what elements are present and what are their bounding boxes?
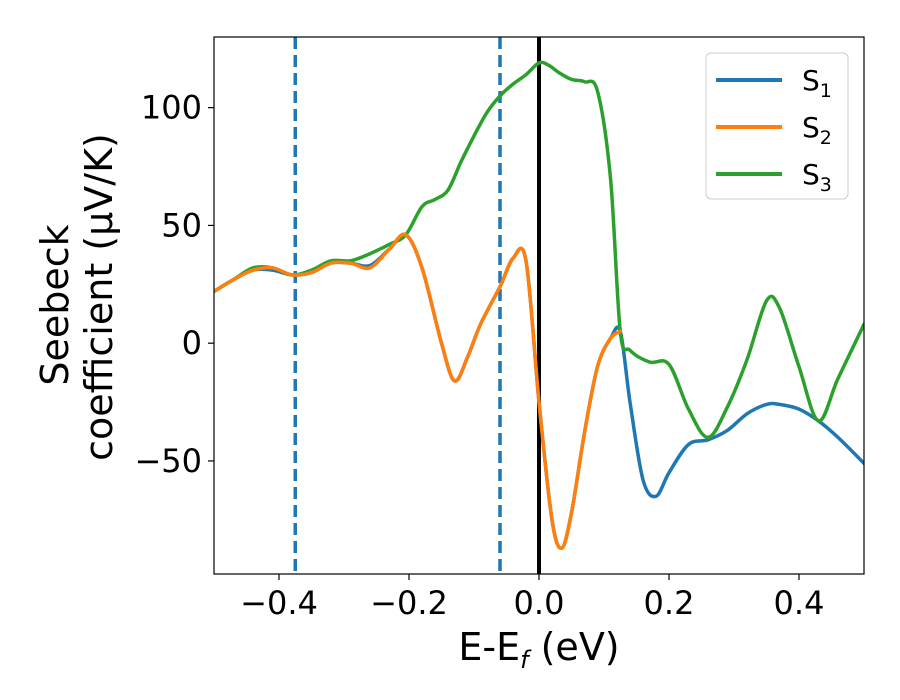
series-line-s2 [214, 232, 623, 550]
y-axis-ticks: −50 0 50 100 [134, 89, 214, 480]
y-tick-label: 50 [161, 206, 202, 244]
y-axis-label-line2: coefficient (μV/K) [77, 133, 121, 461]
legend-label-s3: S3 [802, 158, 832, 196]
x-tick-label: 0.4 [774, 584, 825, 622]
x-tick-label: −0.2 [370, 584, 448, 622]
y-axis-label-line1: Seebeck [33, 224, 77, 385]
x-tick-label: 0.0 [514, 584, 565, 622]
y-tick-label: −50 [134, 442, 202, 480]
x-axis-ticks: −0.4 −0.2 0.0 0.2 0.4 [240, 574, 824, 622]
legend: S1 S2 S3 [705, 52, 849, 200]
legend-label-s2: S2 [802, 111, 832, 149]
series-lines [214, 60, 864, 550]
reference-lines [293, 37, 541, 574]
y-tick-label: 100 [141, 89, 202, 127]
y-tick-label: 0 [182, 324, 202, 362]
legend-label-s1: S1 [802, 64, 832, 102]
y-axis-label: Seebeck coefficient (μV/K) [33, 133, 121, 461]
x-axis-label: E-Ef (eV) [458, 625, 619, 674]
x-tick-label: −0.4 [240, 584, 318, 622]
x-tick-label: 0.2 [644, 584, 695, 622]
